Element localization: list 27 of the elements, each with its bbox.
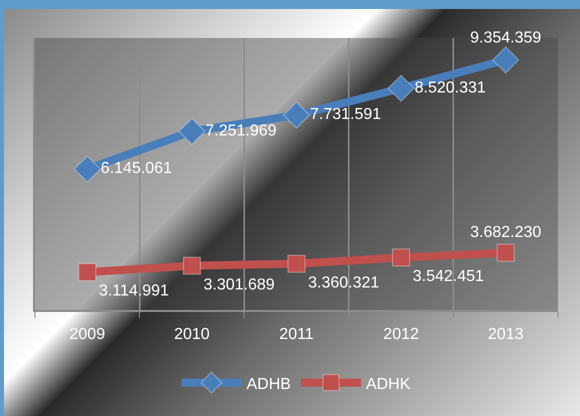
data-label: 3.360.321 <box>308 274 380 292</box>
point <box>178 118 206 145</box>
data-label: 8.520.331 <box>414 79 486 96</box>
data-label: 7.731.591 <box>310 106 382 124</box>
data-label: 3.114.991 <box>98 282 170 300</box>
point <box>496 244 515 262</box>
data-label: 3.542.451 <box>412 268 484 286</box>
x-tick-label: 2011 <box>279 326 314 344</box>
x-tick-label: 2009 <box>70 326 106 344</box>
point <box>288 254 306 273</box>
data-label: 9.354.359 <box>470 29 542 46</box>
point <box>74 156 101 183</box>
x-tick-label: 2012 <box>383 326 419 344</box>
point <box>182 256 201 275</box>
data-label: 6.145.061 <box>100 160 172 178</box>
legend-label: ADHB <box>246 376 291 393</box>
point <box>283 102 310 129</box>
point <box>78 263 96 282</box>
point <box>392 248 410 267</box>
point <box>388 74 415 102</box>
x-tick-label: 2010 <box>174 326 210 344</box>
data-label: 3.301.689 <box>204 276 275 294</box>
data-label: 3.682.230 <box>470 224 542 242</box>
point <box>492 46 520 74</box>
data-label: 7.251.969 <box>205 122 277 140</box>
legend-label: ADHK <box>366 376 411 393</box>
x-tick-label: 2013 <box>488 326 524 344</box>
